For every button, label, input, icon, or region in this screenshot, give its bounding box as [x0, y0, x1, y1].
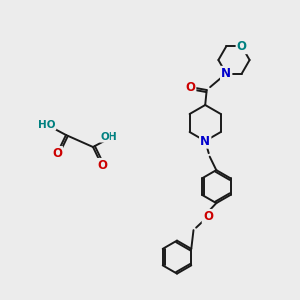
Text: H: H: [108, 131, 117, 142]
Text: O: O: [185, 80, 195, 94]
Text: O: O: [203, 210, 213, 223]
Text: O: O: [97, 159, 107, 172]
Text: O: O: [52, 147, 62, 160]
Text: HO: HO: [38, 119, 55, 130]
Text: N: N: [221, 67, 231, 80]
Text: N: N: [200, 134, 210, 148]
Text: O: O: [237, 40, 247, 53]
Text: O: O: [100, 131, 109, 142]
